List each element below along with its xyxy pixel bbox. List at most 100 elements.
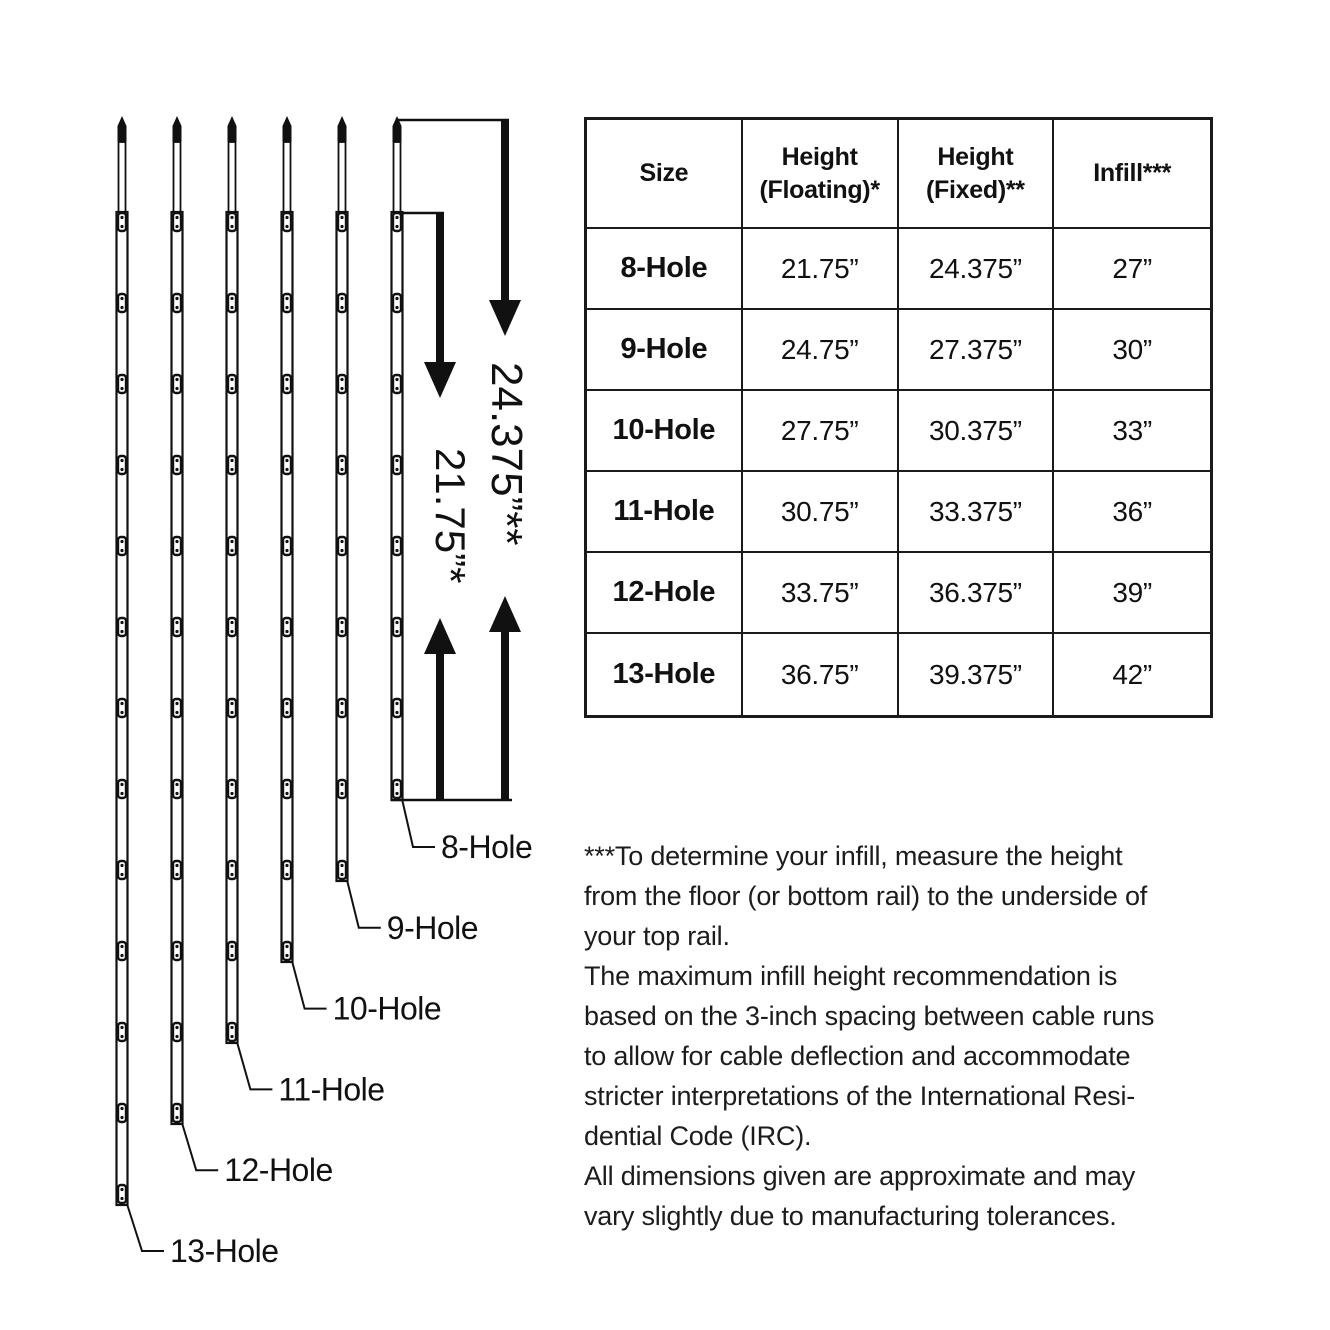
hole-detail bbox=[175, 539, 179, 544]
hole-detail bbox=[120, 701, 124, 706]
arrow-up-icon bbox=[424, 618, 456, 654]
hole-detail bbox=[175, 782, 179, 787]
cable-hole-icon bbox=[336, 211, 348, 233]
dimension-fixed-height: 24.375”** bbox=[397, 118, 531, 799]
cable-hole-icon bbox=[116, 616, 128, 638]
post-label: 10-Hole bbox=[333, 991, 442, 1027]
cable-hole-icon bbox=[116, 1183, 128, 1205]
cable-hole-icon bbox=[171, 1021, 183, 1043]
post-8-hole: 8-Hole bbox=[390, 116, 533, 865]
post-neck bbox=[227, 141, 237, 213]
cable-hole-icon bbox=[116, 859, 128, 881]
cable-hole-icon bbox=[336, 616, 348, 638]
cable-hole-icon bbox=[116, 1021, 128, 1043]
height-floating-value: 36.75” bbox=[742, 634, 899, 715]
hole-detail bbox=[340, 791, 344, 796]
footnote-line: stricter interpretations of the Internat… bbox=[584, 1081, 1136, 1111]
footnote-line: based on the 3-inch spacing between cabl… bbox=[584, 1001, 1155, 1031]
arrow-down-icon bbox=[489, 300, 521, 336]
size-spec-table: Size Height (Floating)* Height (Fixed)** Infi… bbox=[584, 117, 1213, 718]
hole-detail bbox=[120, 791, 124, 796]
cable-hole-icon bbox=[171, 859, 183, 881]
hole-detail bbox=[120, 1187, 124, 1192]
hole-detail bbox=[230, 710, 234, 715]
cable-hole-icon bbox=[281, 859, 293, 881]
hole-detail bbox=[120, 215, 124, 220]
hole-detail bbox=[120, 539, 124, 544]
hole-detail bbox=[175, 953, 179, 958]
cable-hole-icon bbox=[226, 1021, 238, 1043]
hole-detail bbox=[395, 791, 399, 796]
hole-detail bbox=[120, 1115, 124, 1120]
hole-detail bbox=[175, 377, 179, 382]
leader-line bbox=[291, 960, 327, 1010]
hole-detail bbox=[175, 1025, 179, 1030]
hole-detail bbox=[120, 1034, 124, 1039]
footnote-line: your top rail. bbox=[584, 921, 730, 951]
hole-detail bbox=[120, 1025, 124, 1030]
hole-detail bbox=[230, 548, 234, 553]
cable-hole-icon bbox=[171, 616, 183, 638]
hole-detail bbox=[395, 629, 399, 634]
cable-hole-icon bbox=[391, 535, 403, 557]
cable-hole-icon bbox=[171, 373, 183, 395]
hole-detail bbox=[230, 953, 234, 958]
leader-line bbox=[126, 1203, 164, 1252]
hole-detail bbox=[285, 215, 289, 220]
cable-hole-icon bbox=[116, 454, 128, 476]
row-size-label: 10-Hole bbox=[587, 391, 743, 472]
hole-detail bbox=[120, 782, 124, 787]
header-size: Size bbox=[587, 120, 743, 229]
post-label: 12-Hole bbox=[224, 1152, 333, 1188]
infill-value: 30” bbox=[1054, 310, 1210, 391]
hole-detail bbox=[230, 791, 234, 796]
hole-detail bbox=[175, 296, 179, 301]
hole-detail bbox=[120, 629, 124, 634]
cable-hole-icon bbox=[336, 292, 348, 314]
post-10-hole: 10-Hole bbox=[280, 116, 442, 1027]
hole-detail bbox=[395, 386, 399, 391]
hole-detail bbox=[230, 863, 234, 868]
cable-hole-icon bbox=[281, 535, 293, 557]
hole-detail bbox=[175, 629, 179, 634]
cable-hole-icon bbox=[336, 778, 348, 800]
hole-detail bbox=[230, 944, 234, 949]
height-fixed-value: 24.375” bbox=[898, 229, 1055, 310]
cable-hole-icon bbox=[226, 616, 238, 638]
leader-line bbox=[236, 1041, 273, 1091]
row-size-label: 12-Hole bbox=[587, 553, 743, 634]
header-line: Height bbox=[781, 142, 858, 171]
row-size-label: 8-Hole bbox=[587, 229, 743, 310]
cable-hole-icon bbox=[336, 535, 348, 557]
hole-detail bbox=[395, 305, 399, 310]
post-neck bbox=[172, 141, 182, 213]
height-fixed-value: 30.375” bbox=[898, 391, 1055, 472]
post-12-hole: 12-Hole bbox=[170, 116, 333, 1188]
post-label: 11-Hole bbox=[278, 1071, 384, 1107]
hole-detail bbox=[230, 224, 234, 229]
hole-detail bbox=[120, 467, 124, 472]
cable-hole-icon bbox=[226, 940, 238, 962]
hole-detail bbox=[175, 467, 179, 472]
hole-detail bbox=[340, 215, 344, 220]
cable-hole-icon bbox=[281, 940, 293, 962]
infill-value: 36” bbox=[1054, 472, 1210, 553]
cable-hole-icon bbox=[281, 616, 293, 638]
hole-detail bbox=[285, 539, 289, 544]
post-tip-icon bbox=[227, 116, 237, 142]
hole-detail bbox=[120, 953, 124, 958]
hole-detail bbox=[120, 458, 124, 463]
hole-detail bbox=[175, 791, 179, 796]
cable-hole-icon bbox=[391, 211, 403, 233]
hole-detail bbox=[230, 215, 234, 220]
header-line: (Fixed)** bbox=[926, 175, 1025, 204]
hole-detail bbox=[175, 872, 179, 877]
hole-detail bbox=[230, 386, 234, 391]
hole-detail bbox=[230, 782, 234, 787]
post-13-hole: 13-Hole bbox=[115, 116, 279, 1269]
cable-hole-icon bbox=[116, 535, 128, 557]
footnote-line: vary slightly due to manufacturing toler… bbox=[584, 1201, 1117, 1231]
hole-detail bbox=[340, 467, 344, 472]
hole-detail bbox=[340, 782, 344, 787]
